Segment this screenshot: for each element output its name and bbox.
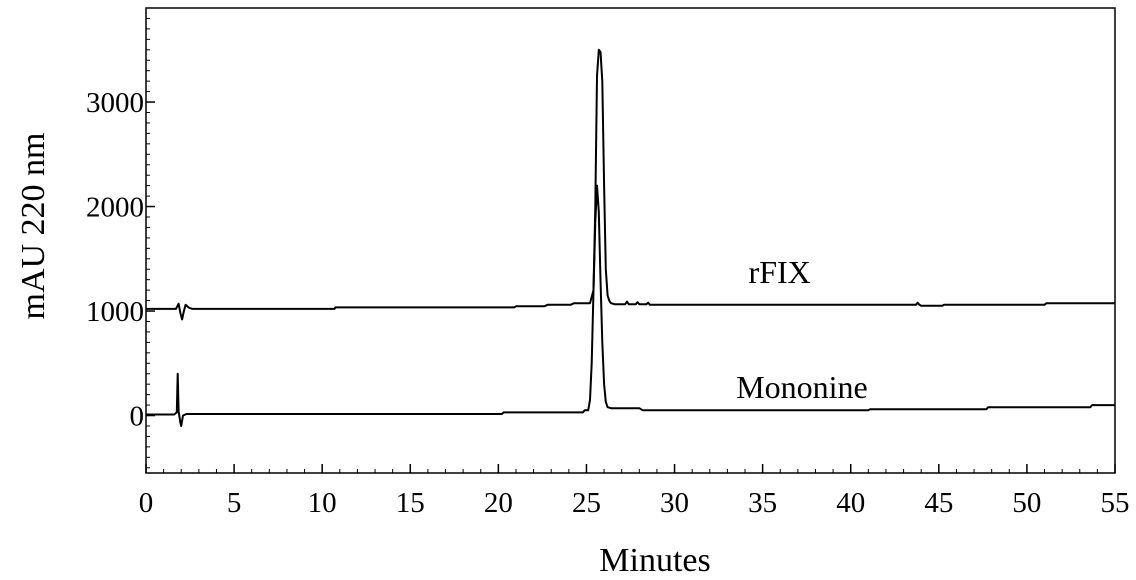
y-tick-label: 2000 — [86, 192, 144, 224]
x-tick-label: 10 — [308, 487, 337, 519]
y-axis-title: mAU 220 nm — [15, 133, 52, 320]
x-tick-label: 45 — [924, 487, 953, 519]
x-tick-label: 50 — [1012, 487, 1041, 519]
y-tick-label: 1000 — [86, 296, 144, 328]
x-tick-label: 40 — [836, 487, 865, 519]
series-rfix-trace — [146, 48, 1115, 321]
tick-labels: 0 5 10 15 20 25 30 35 40 45 50 55 0 1000 2000 3000 — [86, 87, 1130, 519]
x-tick-label: 55 — [1101, 487, 1130, 519]
annotation-layer: rFIX Mononine — [736, 254, 868, 405]
plot-frame — [145, 7, 1116, 474]
x-tick-label: 5 — [227, 487, 242, 519]
y-tick-label: 3000 — [86, 87, 144, 119]
x-tick-label: 30 — [660, 487, 689, 519]
series-layer — [146, 48, 1115, 427]
minor-ticks — [146, 7, 1098, 473]
y-tick-label: 0 — [130, 401, 145, 433]
trace-label: Mononine — [736, 369, 868, 405]
x-tick-label: 15 — [396, 487, 425, 519]
series-mononine-trace — [146, 184, 1115, 427]
trace-label: rFIX — [749, 254, 811, 290]
x-tick-label: 25 — [572, 487, 601, 519]
x-tick-label: 20 — [484, 487, 513, 519]
x-axis-title: Minutes — [599, 542, 710, 579]
major-ticks — [145, 101, 1116, 473]
x-tick-label: 0 — [139, 487, 154, 519]
x-tick-label: 35 — [748, 487, 777, 519]
